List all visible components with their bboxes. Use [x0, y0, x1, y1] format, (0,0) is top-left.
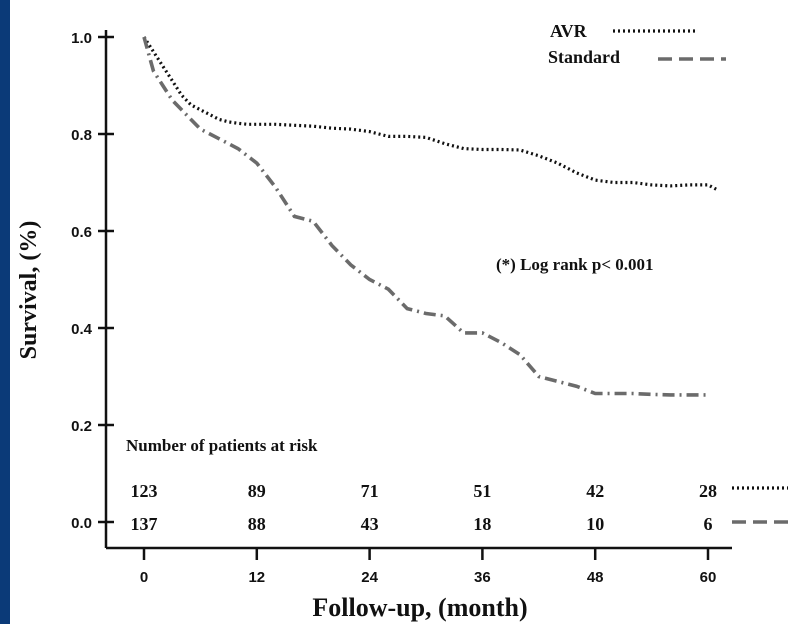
log-rank-annotation: (*) Log rank p< 0.001	[496, 255, 654, 274]
risk-count-avr: 42	[586, 481, 604, 501]
risk-count-standard: 137	[131, 514, 158, 534]
risk-count-avr: 89	[248, 481, 266, 501]
x-tick-label: 60	[700, 569, 717, 586]
x-ticks: 0 12 24 36 48 60	[140, 548, 717, 586]
y-tick-label: 1.0	[71, 30, 92, 47]
risk-count-avr: 51	[473, 481, 491, 501]
risk-table-title: Number of patients at risk	[126, 436, 318, 455]
legend-label-avr: AVR	[550, 21, 588, 41]
series-line-standard	[142, 36, 708, 397]
survival-chart: 0.0 0.2 0.4 0.6 0.8 1.0 0 12 24 36 48 60 AVR Stand…	[16, 21, 788, 622]
risk-count-standard: 18	[473, 514, 491, 534]
x-tick-label: 0	[140, 569, 148, 586]
y-axis-label: Survival, (%)	[16, 221, 42, 360]
series-line-avr	[142, 36, 719, 192]
risk-row-standard: 137 88 43 18 10 6	[131, 514, 713, 534]
chart-frame: 0.0 0.2 0.4 0.6 0.8 1.0 0 12 24 36 48 60 AVR Stand…	[10, 0, 788, 624]
legend: AVR Standard	[548, 21, 726, 67]
x-tick-label: 24	[361, 569, 378, 586]
risk-count-standard: 6	[704, 514, 713, 534]
risk-count-standard: 43	[361, 514, 379, 534]
y-tick-label: 0.4	[71, 321, 93, 338]
x-tick-label: 36	[474, 569, 491, 586]
y-tick-label: 0.6	[71, 224, 92, 241]
y-ticks: 0.0 0.2 0.4 0.6 0.8 1.0	[71, 30, 114, 532]
risk-count-avr: 71	[361, 481, 379, 501]
risk-count-avr: 123	[131, 481, 158, 501]
y-tick-label: 0.2	[71, 418, 92, 435]
risk-count-avr: 28	[699, 481, 717, 501]
risk-count-standard: 88	[248, 514, 266, 534]
y-tick-label: 0.8	[71, 127, 92, 144]
x-tick-label: 12	[248, 569, 265, 586]
x-axis-label: Follow-up, (month)	[312, 593, 527, 622]
x-tick-label: 48	[587, 569, 604, 586]
risk-count-standard: 10	[586, 514, 604, 534]
y-tick-label: 0.0	[71, 515, 92, 532]
risk-row-avr: 123 89 71 51 42 28	[131, 481, 718, 501]
legend-label-standard: Standard	[548, 47, 620, 67]
